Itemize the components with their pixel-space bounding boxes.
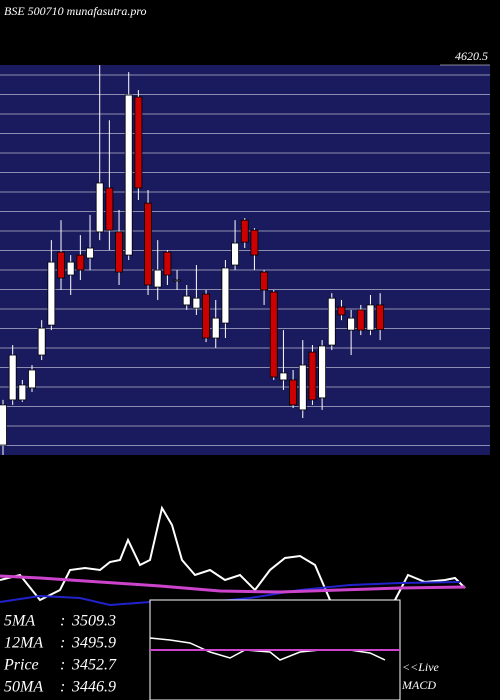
stat-label: Price: [3, 657, 39, 674]
candle-body: [47, 261, 56, 326]
price-line: [0, 505, 331, 602]
stat-label: 50MA: [4, 679, 43, 696]
candle-body: [240, 219, 249, 243]
stat-value: 3509.3: [71, 613, 116, 630]
candle-body: [298, 364, 307, 411]
candles: [0, 65, 385, 455]
candle-body: [163, 251, 172, 276]
stat-label: 5MA: [4, 613, 35, 630]
ma50-line: [0, 574, 466, 594]
stat-sep: :: [60, 613, 65, 630]
candle-body: [182, 295, 191, 306]
stat-sep: :: [60, 657, 65, 674]
stat-sep: :: [60, 635, 65, 652]
indicator-label: MACD: [401, 678, 436, 692]
candle-body: [192, 297, 201, 309]
live-label: <<Live: [402, 660, 440, 674]
candle-body: [347, 317, 356, 331]
candle-body: [144, 202, 152, 286]
candle-body: [86, 247, 94, 259]
candle-body: [211, 317, 220, 339]
candle-body: [57, 251, 65, 279]
price-panel: [0, 65, 490, 455]
candle-body: [356, 309, 365, 331]
candle-body: [76, 254, 85, 271]
candle-body: [337, 306, 346, 316]
stat-label: 12MA: [4, 635, 43, 652]
candle-body: [115, 231, 123, 273]
stat-value: 3452.7: [71, 657, 117, 674]
chart-title: BSE 500710 munafasutra.pro: [4, 4, 147, 18]
price-line-end: [394, 573, 466, 601]
candle-body: [0, 404, 7, 446]
y-tick-label: 4620.5: [455, 49, 488, 63]
candle-body: [269, 291, 278, 378]
candle-body: [376, 304, 385, 331]
candle-body: [260, 271, 268, 291]
candle-body: [66, 261, 75, 276]
stats: 5MA:3509.312MA:3495.9Price:3452.750MA:34…: [3, 613, 117, 696]
candle-body: [231, 242, 239, 266]
candle-body: [366, 304, 375, 331]
candle-body: [318, 345, 327, 399]
candle-body: [95, 182, 104, 233]
stat-value: 3495.9: [71, 635, 116, 652]
candle-body: [124, 94, 133, 256]
candle-body: [308, 351, 317, 401]
stat-sep: :: [60, 679, 65, 696]
candle-body: [202, 293, 210, 339]
candle-body: [105, 187, 114, 231]
candle-body: [153, 269, 162, 288]
candle-body: [28, 369, 36, 389]
candle-body: [289, 379, 298, 406]
stat-value: 3446.9: [71, 679, 116, 696]
candle-body: [327, 297, 336, 346]
candle-body: [8, 354, 17, 401]
candle-body: [221, 267, 230, 324]
candle-body: [279, 372, 288, 381]
candle-body: [18, 384, 27, 401]
candle-body: [134, 96, 143, 189]
candle-body: [250, 229, 259, 256]
candle-body: [173, 279, 181, 282]
candle-body: [37, 327, 46, 356]
